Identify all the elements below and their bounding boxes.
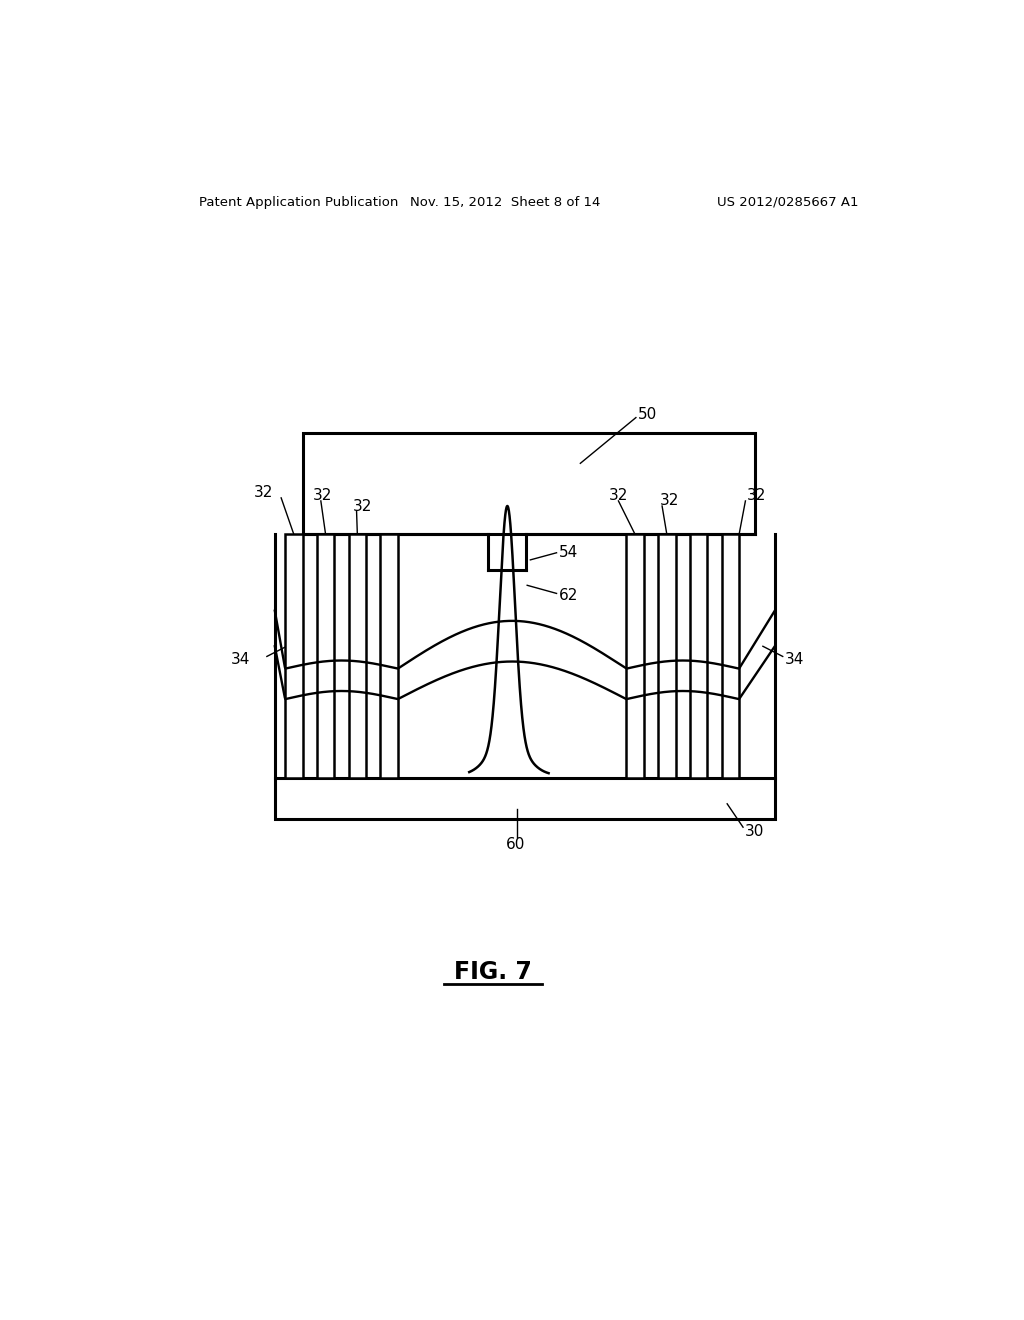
Bar xyxy=(285,535,303,779)
Text: FIG. 7: FIG. 7 xyxy=(454,960,532,983)
Text: 32: 32 xyxy=(352,499,372,513)
Text: 62: 62 xyxy=(559,587,579,603)
Text: 54: 54 xyxy=(559,545,579,560)
Bar xyxy=(274,779,775,818)
Text: 34: 34 xyxy=(231,652,251,667)
Bar xyxy=(380,535,397,779)
Text: 60: 60 xyxy=(506,837,525,851)
Text: 32: 32 xyxy=(253,486,272,500)
Text: 32: 32 xyxy=(748,488,766,503)
Text: 50: 50 xyxy=(638,407,657,422)
Text: US 2012/0285667 A1: US 2012/0285667 A1 xyxy=(717,195,858,209)
Text: Nov. 15, 2012  Sheet 8 of 14: Nov. 15, 2012 Sheet 8 of 14 xyxy=(410,195,600,209)
Text: Patent Application Publication: Patent Application Publication xyxy=(200,195,398,209)
Text: 32: 32 xyxy=(313,488,332,503)
Bar xyxy=(627,535,644,779)
Text: 34: 34 xyxy=(785,652,805,667)
Bar xyxy=(316,535,334,779)
Bar xyxy=(303,433,755,535)
Text: 32: 32 xyxy=(659,494,679,508)
Bar xyxy=(690,535,708,779)
Bar xyxy=(658,535,676,779)
Text: 32: 32 xyxy=(609,488,629,503)
Bar xyxy=(348,535,367,779)
Bar xyxy=(722,535,739,779)
Text: 30: 30 xyxy=(744,824,764,838)
